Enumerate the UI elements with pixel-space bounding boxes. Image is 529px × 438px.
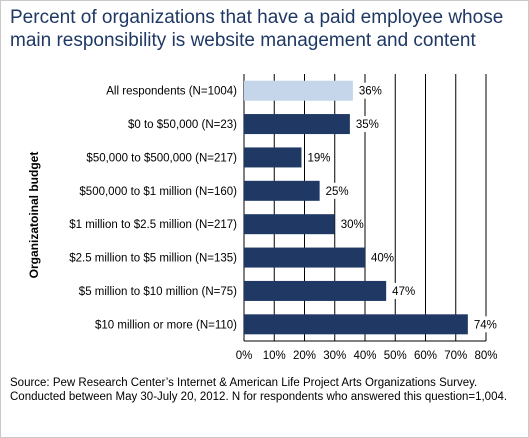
x-tick-label: 40% — [353, 350, 376, 362]
bar — [244, 214, 335, 235]
data-label: 47% — [392, 286, 415, 298]
data-label-bg — [353, 116, 378, 133]
x-tick-label: 30% — [323, 350, 346, 362]
data-label-bg — [305, 149, 330, 166]
category-label: $500,000 to $1 million (N=160) — [79, 186, 237, 198]
bar — [244, 314, 468, 335]
category-label: $50,000 to $500,000 (N=217) — [86, 152, 237, 164]
category-label: $10 million or more (N=110) — [95, 319, 237, 331]
data-label-bg — [338, 216, 363, 233]
category-label: $5 million to $10 million (N=75) — [79, 286, 237, 298]
x-tick-label: 60% — [414, 350, 437, 362]
data-label-bg — [369, 249, 393, 266]
data-label-bg — [356, 82, 381, 99]
data-label-bg — [471, 316, 496, 333]
x-tick-label: 70% — [444, 350, 467, 362]
category-label: All respondents (N=1004) — [106, 86, 237, 98]
data-label: 36% — [359, 86, 382, 98]
data-label: 19% — [307, 152, 330, 164]
data-label: 25% — [326, 186, 349, 198]
data-label-bg — [323, 182, 348, 199]
category-label: $2.5 million to $5 million (N=135) — [69, 253, 237, 265]
data-label: 35% — [356, 119, 379, 131]
source-note: Source: Pew Research Center’s Internet &… — [10, 377, 508, 403]
x-tick-label: 80% — [474, 350, 497, 362]
bar — [244, 247, 365, 268]
x-tick-label: 0% — [236, 350, 253, 362]
bar — [244, 280, 387, 301]
chart-title: Percent of organizations that have a pai… — [10, 7, 504, 51]
bar — [244, 114, 350, 135]
data-label-bg — [390, 282, 415, 299]
data-label: 30% — [341, 219, 364, 231]
category-label: $1 million to $2.5 million (N=217) — [69, 219, 237, 231]
bar — [244, 80, 353, 101]
data-label: 40% — [371, 253, 394, 265]
x-tick-label: 50% — [384, 350, 407, 362]
x-tick-label: 10% — [263, 350, 286, 362]
category-label: $0 to $50,000 (N=23) — [128, 119, 237, 131]
x-tick-label: 20% — [293, 350, 316, 362]
bar — [244, 147, 302, 168]
data-label: 74% — [474, 319, 497, 331]
bar — [244, 180, 320, 201]
